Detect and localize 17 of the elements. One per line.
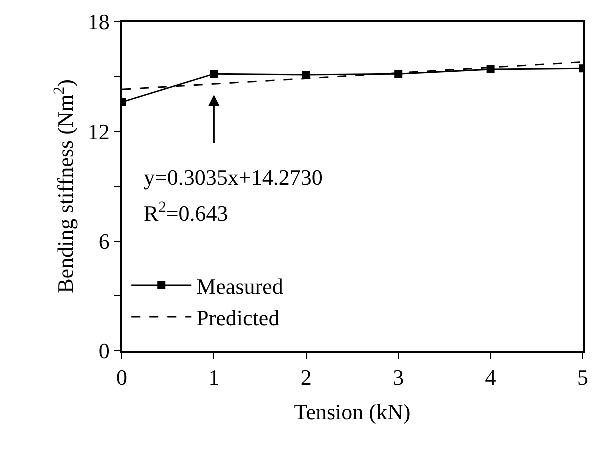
point (486, 66, 495, 74)
y-tick-label: 6 (98, 229, 110, 254)
x-tick-label: 3 (393, 365, 404, 390)
x-tick-label: 4 (485, 365, 496, 390)
x-tick-label: 0 (116, 365, 128, 390)
annotation: y=0.3035x+14.2730 (144, 165, 323, 190)
annotation: R$^{2}$=0.643 (144, 199, 228, 226)
x-tick-label: 5 (578, 365, 588, 390)
y-tick-label: 12 (88, 119, 110, 144)
y-tick-label: 18 (88, 10, 110, 35)
legend-label: Measured (196, 274, 284, 300)
x-axis-title: Tension (kN) (294, 400, 411, 425)
x-tick-label: 1 (208, 365, 220, 390)
legend-label: Predicted (196, 306, 280, 331)
point (210, 70, 218, 78)
x-tick-label: 2 (300, 365, 312, 390)
y-tick-label: 0 (98, 338, 110, 364)
